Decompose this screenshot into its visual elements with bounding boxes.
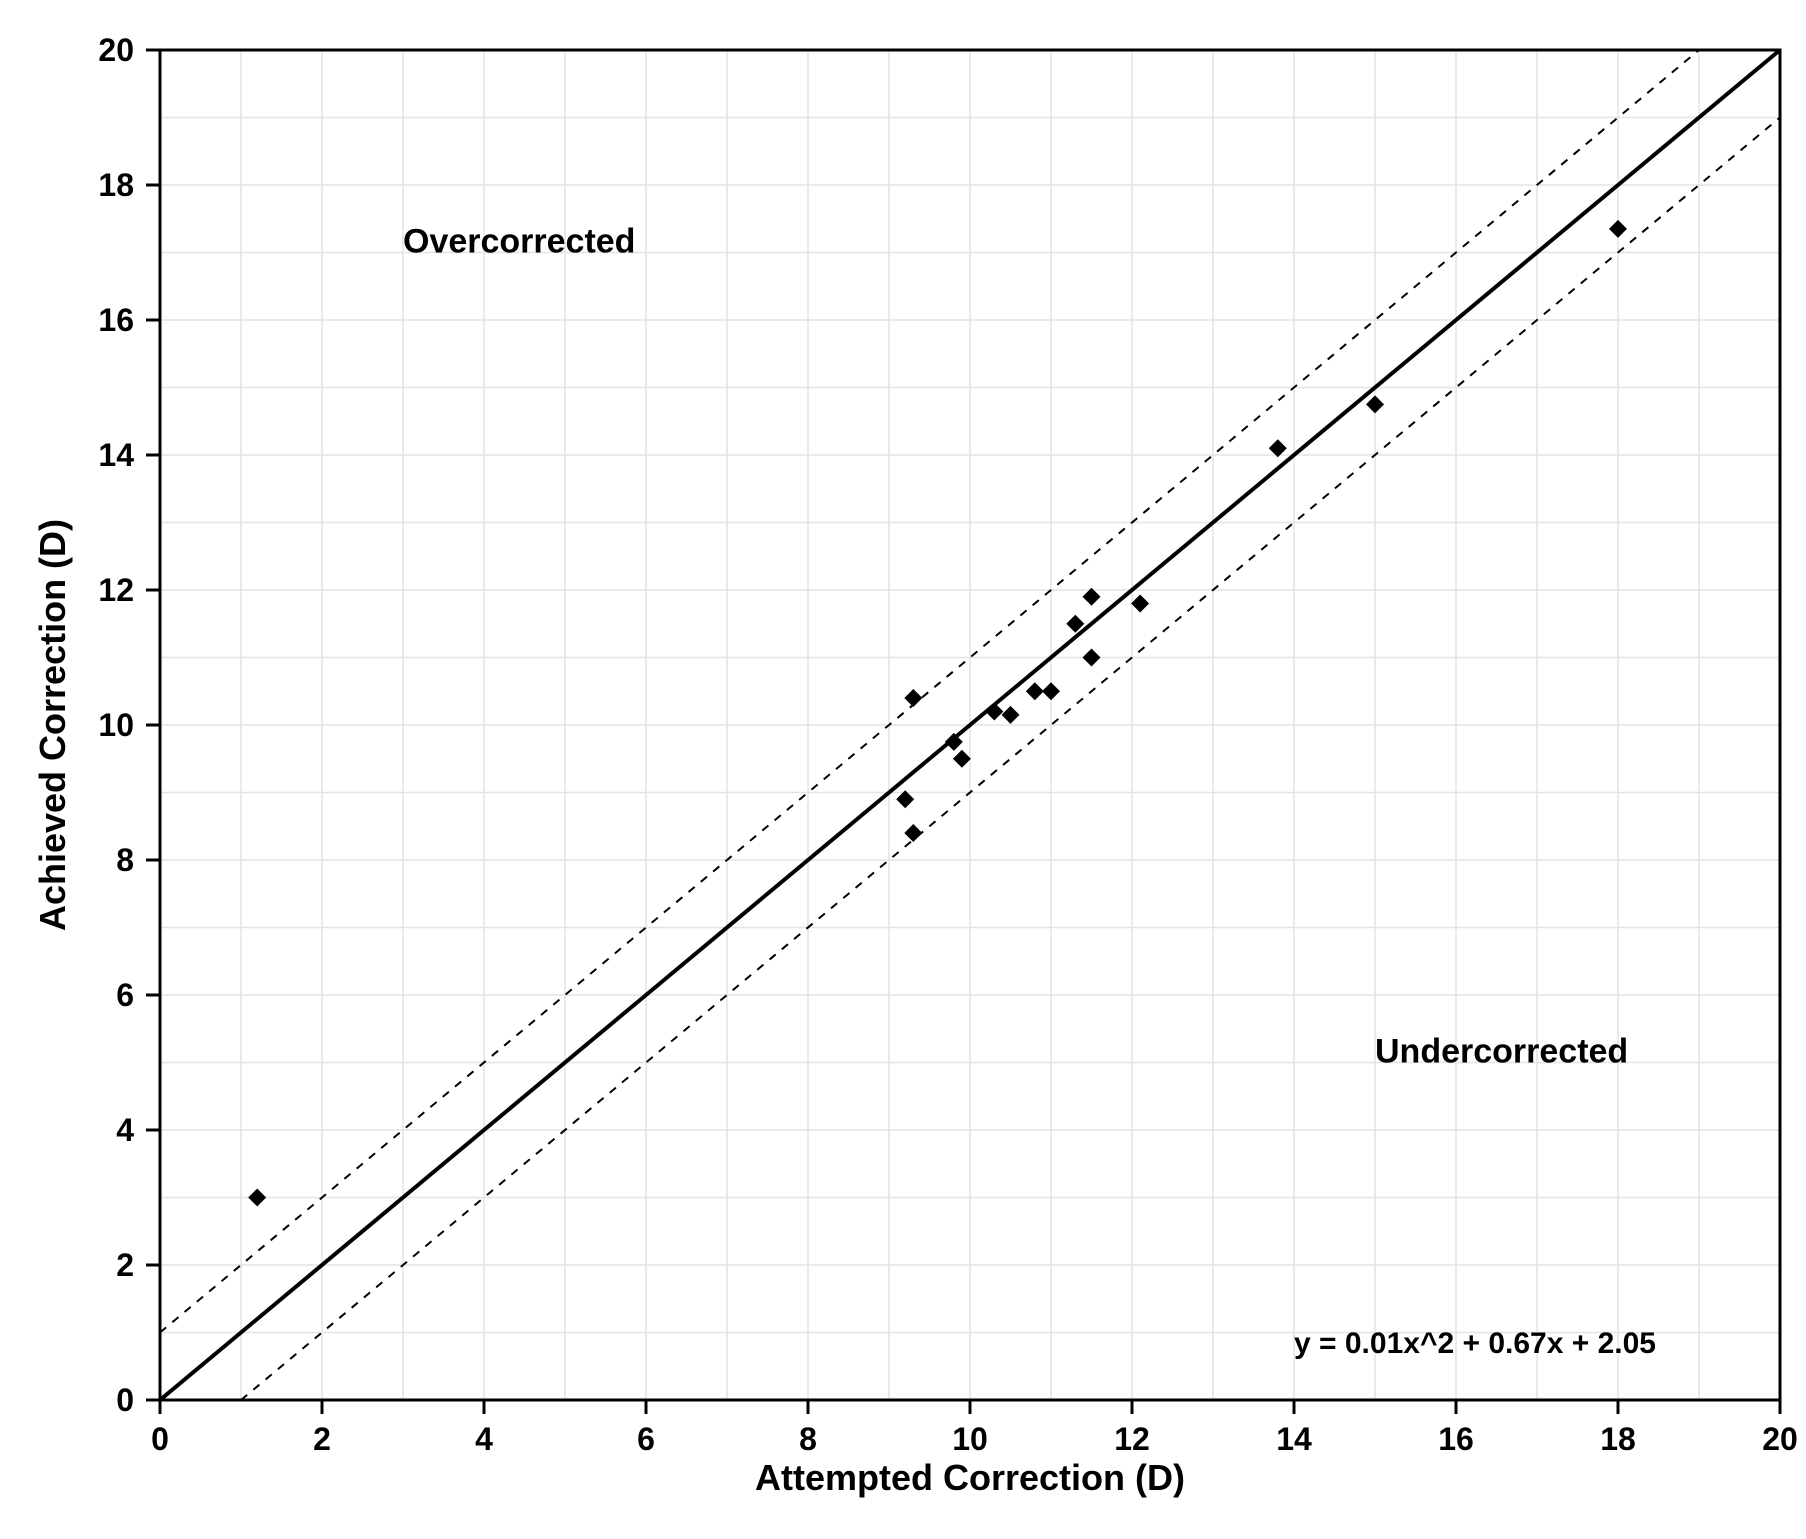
x-tick-label: 4 [475, 1421, 493, 1457]
x-tick-label: 2 [313, 1421, 331, 1457]
x-tick-label: 6 [637, 1421, 655, 1457]
x-tick-label: 14 [1276, 1421, 1312, 1457]
y-tick-label: 14 [98, 437, 134, 473]
y-axis-label: Achieved Correction (D) [32, 519, 73, 931]
x-tick-label: 20 [1762, 1421, 1798, 1457]
x-tick-label: 0 [151, 1421, 169, 1457]
x-tick-label: 12 [1114, 1421, 1150, 1457]
x-axis-label: Attempted Correction (D) [755, 1457, 1185, 1498]
y-tick-label: 10 [98, 707, 134, 743]
x-tick-label: 10 [952, 1421, 988, 1457]
y-tick-label: 12 [98, 572, 134, 608]
chart-svg: 0 2 4 6 8 10 12 14 16 18 20 0 2 4 6 8 10 12 14 16 18 20 Attemp… [20, 20, 1806, 1519]
overcorrected-label: Overcorrected [403, 223, 635, 261]
y-tick-label: 2 [116, 1247, 134, 1283]
x-tick-label: 8 [799, 1421, 817, 1457]
y-tick-label: 16 [98, 302, 134, 338]
scatter-chart: 0 2 4 6 8 10 12 14 16 18 20 0 2 4 6 8 10 12 14 16 18 20 Attemp… [20, 20, 1806, 1519]
undercorrected-label: Undercorrected [1375, 1033, 1628, 1071]
y-tick-label: 4 [116, 1112, 134, 1148]
equation-label: y = 0.01x^2 + 0.67x + 2.05 [1294, 1327, 1656, 1360]
y-tick-label: 20 [98, 32, 134, 68]
x-tick-label: 18 [1600, 1421, 1636, 1457]
y-tick-label: 6 [116, 977, 134, 1013]
y-tick-label: 0 [116, 1382, 134, 1418]
y-tick-label: 18 [98, 167, 134, 203]
x-tick-label: 16 [1438, 1421, 1474, 1457]
y-tick-label: 8 [116, 842, 134, 878]
